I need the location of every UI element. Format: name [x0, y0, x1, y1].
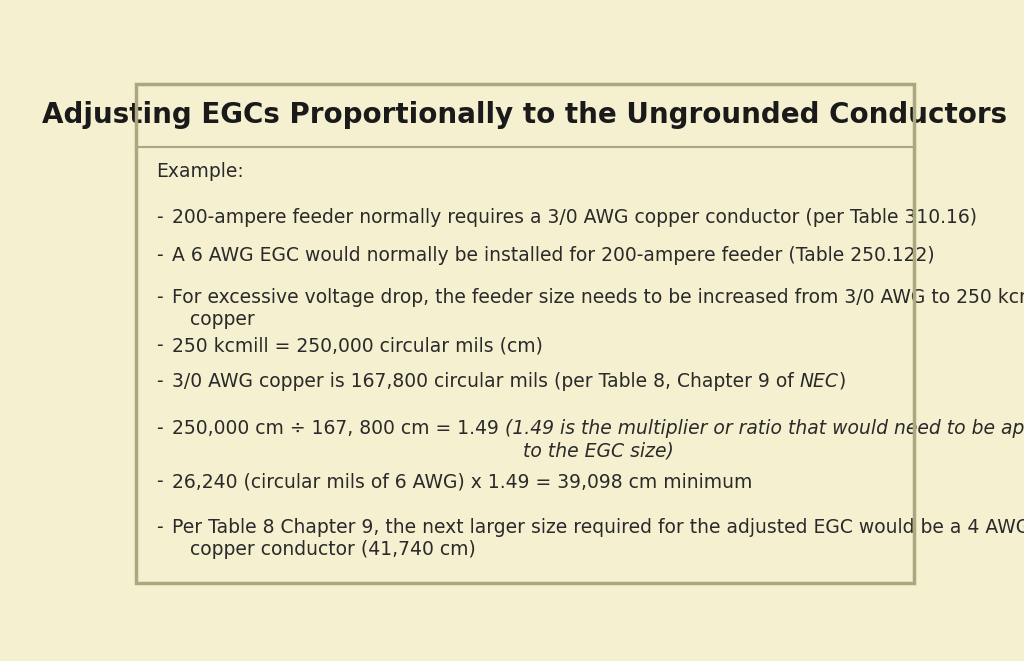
- Text: -: -: [156, 336, 163, 356]
- Text: A 6 AWG EGC would normally be installed for 200-ampere feeder (Table 250.122): A 6 AWG EGC would normally be installed …: [172, 247, 934, 265]
- Text: 200-ampere feeder normally requires a 3/0 AWG copper conductor (per Table 310.16: 200-ampere feeder normally requires a 3/…: [172, 208, 977, 227]
- Text: 26,240 (circular mils of 6 AWG) x 1.49 = 39,098 cm minimum: 26,240 (circular mils of 6 AWG) x 1.49 =…: [172, 472, 752, 491]
- Text: -: -: [156, 518, 163, 537]
- Text: 3/0 AWG copper is 167,800 circular mils (per Table 8, Chapter 9 of: 3/0 AWG copper is 167,800 circular mils …: [172, 372, 800, 391]
- Text: Adjusting EGCs Proportionally to the Ungrounded Conductors: Adjusting EGCs Proportionally to the Ung…: [42, 101, 1008, 129]
- Text: -: -: [156, 288, 163, 307]
- Text: NEC: NEC: [800, 372, 839, 391]
- Text: -: -: [156, 372, 163, 391]
- Text: -: -: [156, 419, 163, 438]
- Text: (1.49 is the multiplier or ratio that would need to be applied
   to the EGC siz: (1.49 is the multiplier or ratio that wo…: [505, 419, 1024, 460]
- Text: Per Table 8 Chapter 9, the next larger size required for the adjusted EGC would : Per Table 8 Chapter 9, the next larger s…: [172, 518, 1024, 559]
- Text: For excessive voltage drop, the feeder size needs to be increased from 3/0 AWG t: For excessive voltage drop, the feeder s…: [172, 288, 1024, 329]
- Text: -: -: [156, 472, 163, 491]
- Text: 250 kcmill = 250,000 circular mils (cm): 250 kcmill = 250,000 circular mils (cm): [172, 336, 543, 356]
- Text: ): ): [839, 372, 846, 391]
- Text: Example:: Example:: [156, 163, 244, 182]
- Text: 250,000 cm ÷ 167, 800 cm = 1.49: 250,000 cm ÷ 167, 800 cm = 1.49: [172, 419, 505, 438]
- Text: -: -: [156, 247, 163, 265]
- Text: -: -: [156, 208, 163, 227]
